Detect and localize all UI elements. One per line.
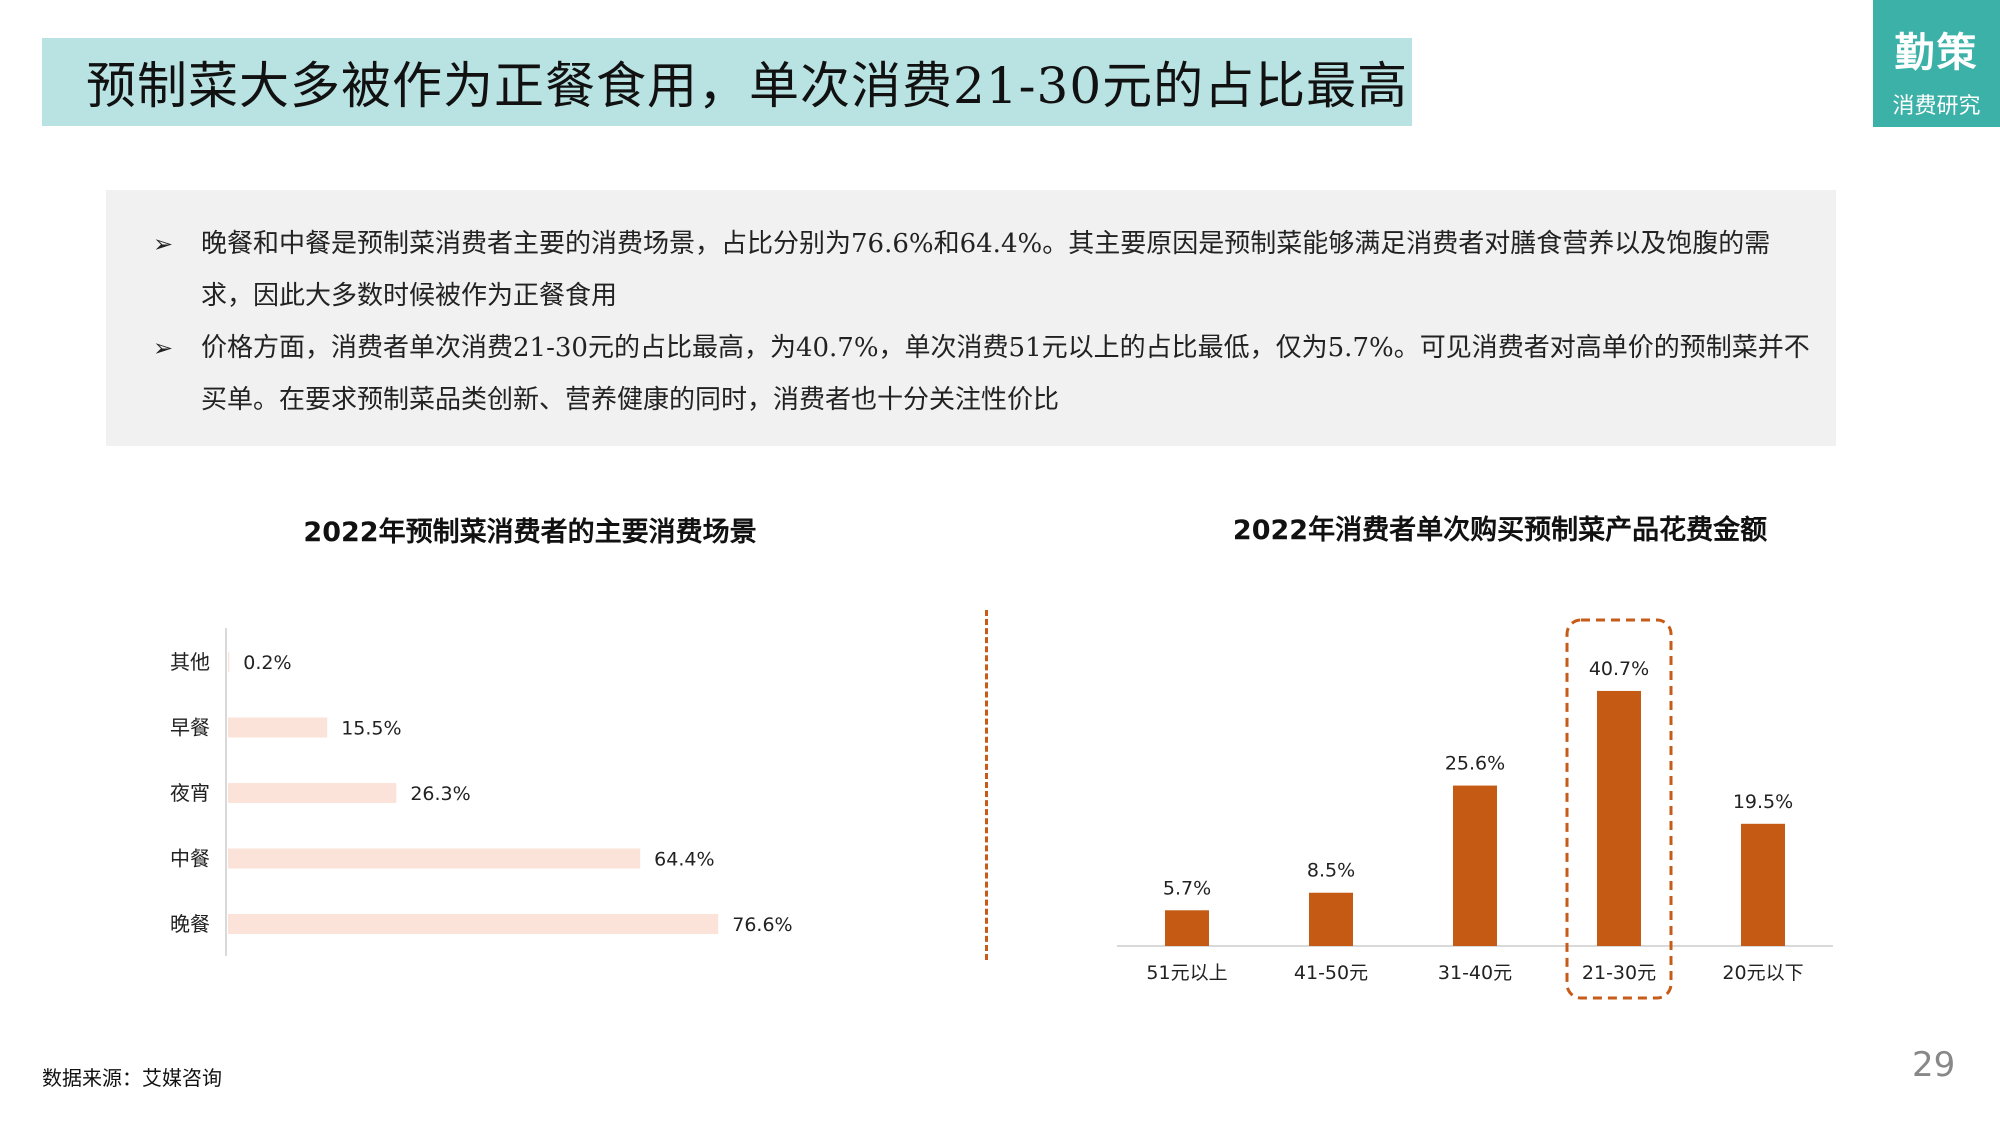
category-label-3: 21-30元 [1582,962,1656,984]
value-label-4: 76.6% [732,914,792,936]
value-label-2: 25.6% [1445,753,1505,775]
page-number: 29 [1912,1045,1956,1085]
summary-box: ➢ 晚餐和中餐是预制菜消费者主要的消费场景，占比分别为76.6%和64.4%。其… [106,190,1836,446]
value-label-1: 15.5% [341,718,401,740]
summary-text-1: 晚餐和中餐是预制菜消费者主要的消费场景，占比分别为76.6%和64.4%。其主要… [201,229,1771,311]
bar-2 [228,783,397,803]
category-label-1: 早餐 [170,716,210,740]
chart-title-scenarios: 2022年预制菜消费者的主要消费场景 [303,517,757,548]
category-label-2: 31-40元 [1438,962,1512,984]
spending-bar-chart: 5.7% 51元以上 8.5% 41-50元 25.6% 31-40元 40.7% 21-30… [1117,618,1833,1000]
bar-1 [228,717,328,738]
summary-bullet-2: ➢ 价格方面，消费者单次消费21-30元的占比最高，为40.7%，单次消费51元… [153,322,1813,426]
category-label-4: 20元以下 [1722,962,1803,984]
bar-1 [1309,892,1353,946]
value-label-0: 0.2% [243,652,291,674]
highlight-frame [1565,618,1673,1000]
bar-4 [228,914,719,934]
value-label-1: 8.5% [1307,860,1355,882]
summary-bullet-1: ➢ 晚餐和中餐是预制菜消费者主要的消费场景，占比分别为76.6%和64.4%。其… [153,218,1813,322]
value-label-4: 19.5% [1733,791,1793,813]
bar-2 [1453,785,1497,946]
bar-3 [1597,690,1641,946]
title-band: 预制菜大多被作为正餐食用，单次消费21-30元的占比最高 [42,38,1412,126]
value-label-2: 26.3% [410,783,470,805]
category-label-4: 晚餐 [170,912,210,936]
category-label-0: 51元以上 [1146,962,1227,984]
logo-sub-text: 消费研究 [1892,94,1981,119]
bar-0 [228,652,230,672]
value-label-0: 5.7% [1163,877,1211,899]
chart-title-spending: 2022年消费者单次购买预制菜产品花费金额 [1232,515,1768,546]
chart-divider [985,610,988,960]
bullet-arrow-icon: ➢ [153,334,174,362]
value-label-3: 64.4% [654,849,714,871]
category-label-1: 41-50元 [1294,962,1368,984]
summary-text-2: 价格方面，消费者单次消费21-30元的占比最高，为40.7%，单次消费51元以上… [201,333,1810,415]
logo-main-text: 勤策 [1894,30,1979,76]
bar-0 [1165,910,1209,946]
scenario-bar-chart: 其他 0.2% 早餐 15.5% 夜宵 26.3% 中餐 64.4% 晚餐 76.6% [170,628,793,956]
page-title: 预制菜大多被作为正餐食用，单次消费21-30元的占比最高 [86,57,1409,115]
category-label-2: 夜宵 [170,781,210,805]
brand-logo: 勤策 消费研究 [1873,0,2000,127]
data-source: 数据来源：艾媒咨询 [42,1066,222,1090]
category-label-0: 其他 [170,650,210,674]
bar-3 [228,848,641,869]
value-label-3: 40.7% [1589,658,1649,680]
bullet-arrow-icon: ➢ [153,230,174,258]
bar-4 [1741,823,1785,946]
category-label-3: 中餐 [170,847,210,871]
